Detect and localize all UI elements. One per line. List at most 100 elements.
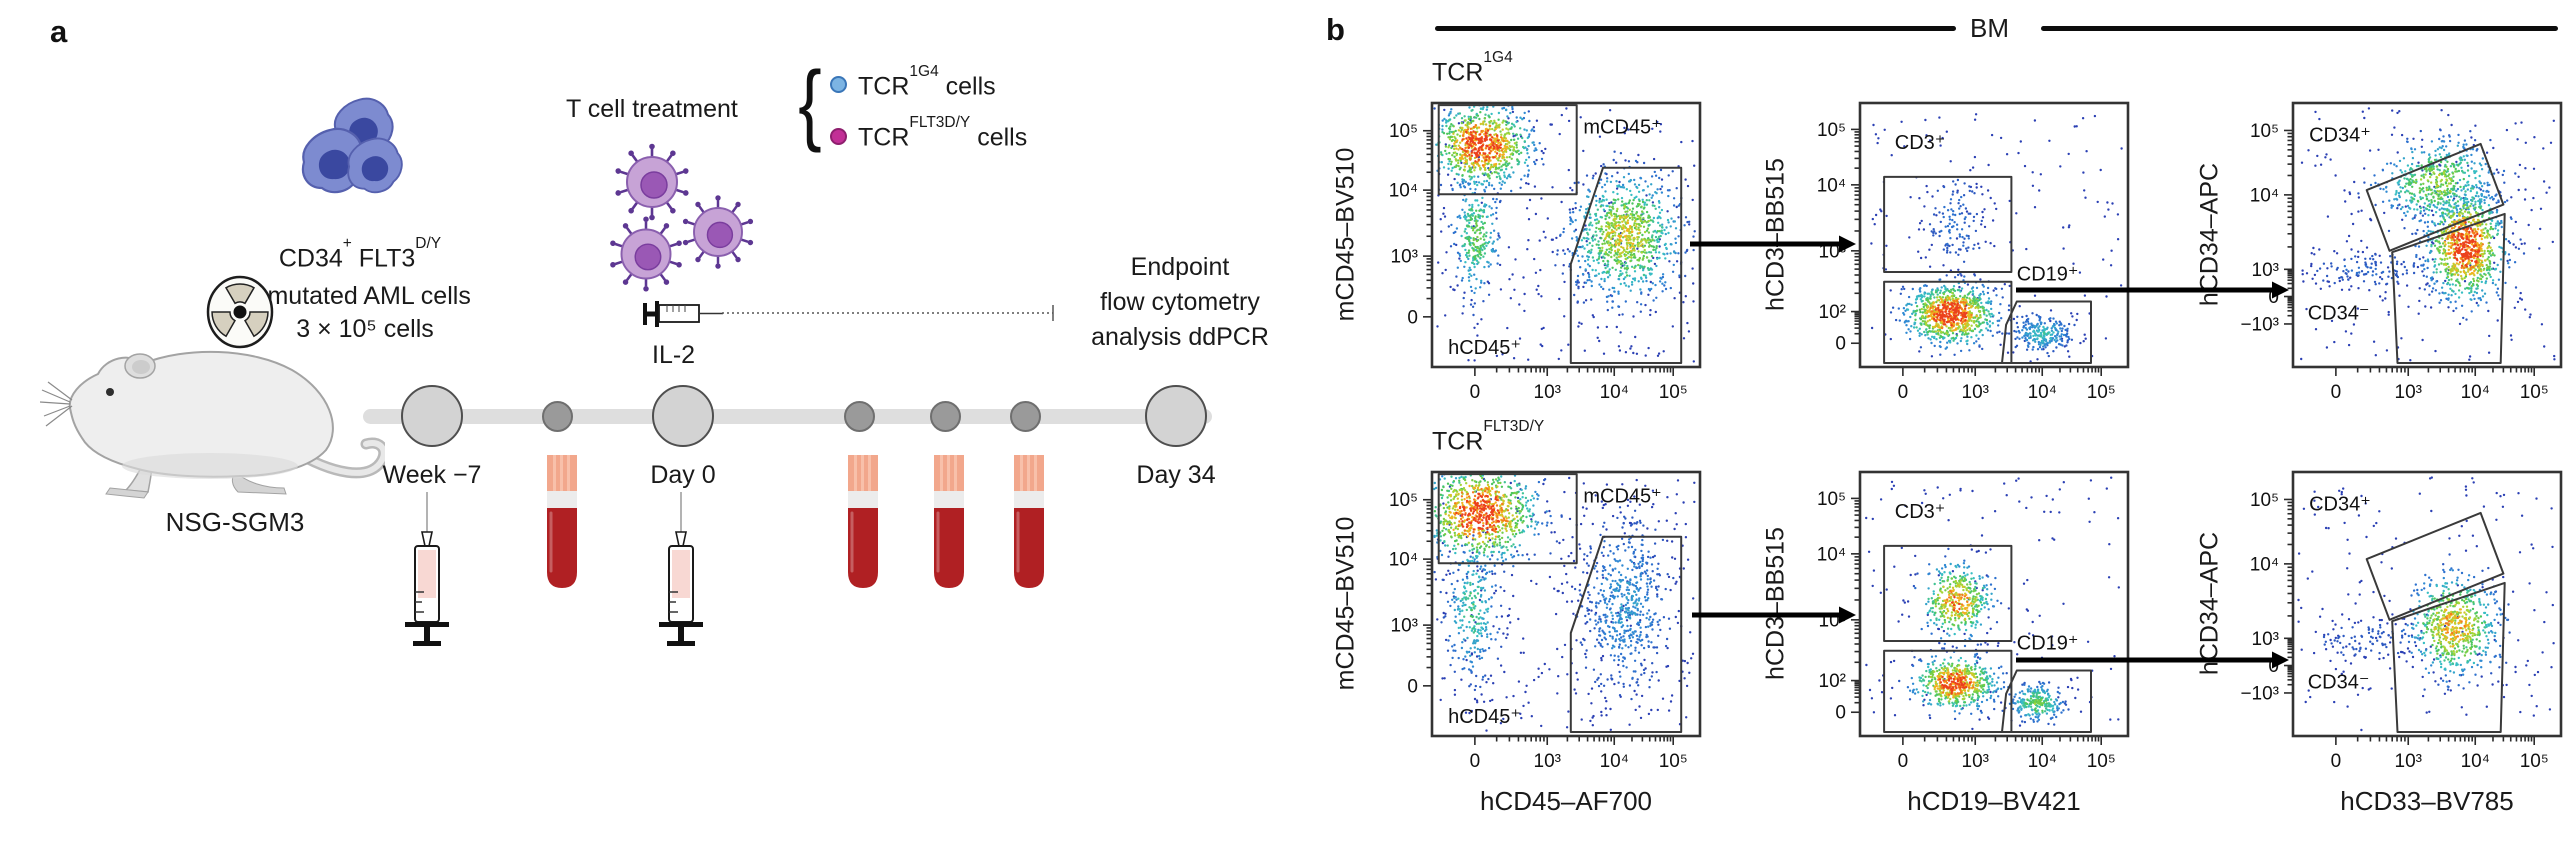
flow-plot-tcrflt3dy-cd34: CD34⁺ CD34⁻ −10³ 0 10³ 10⁴ 10⁵ 0 10³ 10⁴ 10⁵ [2240, 470, 2563, 772]
y-tick-label: 10⁴ [1817, 544, 1846, 565]
gate-outline [2391, 581, 2506, 733]
bm-header-line-right [2041, 26, 2558, 31]
legend-item-tcr1g4: TCR1G4 cells [858, 63, 996, 101]
dot-cloud [1450, 104, 1687, 309]
gate-outline [1437, 104, 1578, 196]
y-tick-label: 0 [1407, 307, 1418, 328]
dot-cloud [1455, 492, 1501, 534]
y-tick-label: 0 [1407, 676, 1418, 697]
y-tick-label: 0 [1835, 334, 1846, 355]
x-tick-label: 10⁴ [2461, 382, 2490, 403]
timeline-node-small [929, 400, 961, 432]
legend-dot-tcr1g4 [830, 76, 847, 93]
flow-plot-tcr1g4-cd45: mCD45⁺ hCD45⁺ 0 10³ 10⁴ 10⁵ 0 10³ 10⁴ 10⁵ [1389, 101, 1702, 403]
y-axis-label-mcd45-row1: mCD45–BV510 [1331, 147, 1360, 322]
y-tick-label: 10² [1819, 302, 1846, 323]
x-tick-label: 10⁵ [1659, 382, 1688, 403]
dot-cloud [2316, 128, 2526, 321]
dot-cloud [2406, 568, 2502, 683]
dot-cloud [1938, 596, 1972, 695]
plot-border [1858, 470, 2130, 738]
aml-title-text2: FLT3 [351, 244, 416, 273]
plot-border [1858, 101, 2130, 369]
y-tick-label: 10³ [1819, 241, 1846, 262]
aml-cells-line2: -mutated AML cells [259, 282, 471, 310]
flow-plot-tcrflt3dy-cd3-cd19: CD3⁺ CD19⁺ 0 10² 10³ 10⁴ 10⁵ 0 10³ 10⁴ 10⁵ [1817, 470, 2130, 772]
x-tick-label: 10⁵ [2520, 382, 2549, 403]
x-axis-title-hcd19: hCD19–BV421 [1907, 786, 2081, 816]
x-tick-label: 0 [2331, 382, 2342, 403]
x-axis-title-hcd33: hCD33–BV785 [2340, 786, 2514, 816]
y-tick-label: 10⁵ [1817, 120, 1846, 141]
y-tick-label: 10⁵ [2250, 121, 2279, 142]
x-tick-label: 10⁴ [1600, 382, 1629, 403]
x-tick-label: 0 [1470, 382, 1481, 403]
y-tick-label: −10³ [2240, 314, 2279, 335]
y-tick-label: 10³ [1819, 610, 1846, 631]
y-tick-label: 0 [1835, 703, 1846, 724]
row-title-tcrflt3dy-sup: FLT3D/Y [1483, 418, 1545, 436]
dot-cloud [1932, 300, 1968, 327]
y-tick-label: 10² [1819, 671, 1846, 692]
y-tick-label: 10³ [2252, 629, 2279, 650]
dot-cloud [2343, 133, 2517, 313]
endpoint-line-2: flow cytometry [1100, 288, 1260, 316]
gate-outline [2001, 300, 2092, 364]
y-tick-label: 10⁴ [2250, 185, 2279, 206]
timeline-label: Day 0 [650, 461, 716, 489]
gate-outline [1883, 544, 2013, 642]
timeline-node-large [401, 385, 463, 447]
dot-cloud [2451, 221, 2482, 268]
legend-dot-tcrflt3dy [830, 128, 847, 145]
dot-cloud [2444, 612, 2466, 638]
y-axis-label-hcd34-row1: hCD34–APC [2195, 162, 2224, 307]
dot-cloud [1927, 577, 2045, 706]
dot-cloud [1433, 107, 1696, 317]
dot-cloud [1436, 107, 1696, 363]
syringe-icon-week-7 [404, 492, 450, 647]
y-tick-label: 0 [2268, 656, 2279, 677]
timeline-node-small [1009, 400, 1041, 432]
timeline-bar [363, 409, 1212, 424]
x-tick-label: 0 [2331, 751, 2342, 772]
dot-cloud [1870, 113, 2123, 363]
gate-label: CD19⁺ [2017, 632, 2079, 654]
radiation-icon [206, 275, 274, 349]
x-tick-label: 10³ [1962, 751, 1989, 772]
dot-cloud [1897, 195, 2071, 353]
gate-label: mCD45⁺ [1583, 485, 1661, 507]
gate-outline [1569, 535, 1683, 733]
x-tick-label: 10⁵ [2087, 382, 2116, 403]
y-tick-label: 10⁵ [1817, 489, 1846, 510]
endpoint-line-3: analysis ddPCR [1091, 323, 1269, 351]
gate-label: CD34⁻ [2308, 303, 2370, 325]
blood-tube-icon-2 [847, 455, 879, 589]
y-tick-label: 10⁵ [1389, 490, 1418, 511]
aml-title-sup-dy: D/Y [415, 235, 442, 253]
plot-border [1430, 101, 1702, 369]
gate-label: CD34⁺ [2309, 124, 2371, 146]
dot-cloud [1433, 478, 1675, 701]
dot-cloud [1434, 476, 1696, 732]
legend-item-tcrflt3dy: TCRFLT3D/Y cells [858, 114, 1027, 152]
legend-tcrflt3dy-sup: FLT3D/Y [909, 114, 971, 132]
x-tick-label: 10⁵ [2087, 751, 2116, 772]
dot-cloud [1918, 565, 2055, 716]
dot-cloud [1906, 559, 2065, 723]
timeline-node-large [652, 385, 714, 447]
x-tick-label: 10³ [2395, 382, 2422, 403]
plot-border [2291, 470, 2563, 738]
y-tick-label: 10³ [1391, 247, 1418, 268]
gate-label: hCD45⁺ [1448, 337, 1521, 359]
y-tick-label: 10⁴ [1389, 550, 1418, 571]
endpoint-line-1: Endpoint [1130, 253, 1230, 281]
legend-tcr1g4-pre: TCR [858, 72, 910, 101]
x-tick-label: 0 [1470, 751, 1481, 772]
dot-cloud [2412, 165, 2494, 288]
y-tick-label: 10⁴ [1389, 181, 1418, 202]
gate-label: mCD45⁺ [1583, 116, 1661, 138]
y-tick-label: 10⁵ [1389, 121, 1418, 142]
panel-b-label: b [1326, 12, 1345, 47]
panel-a-label: a [50, 14, 68, 49]
